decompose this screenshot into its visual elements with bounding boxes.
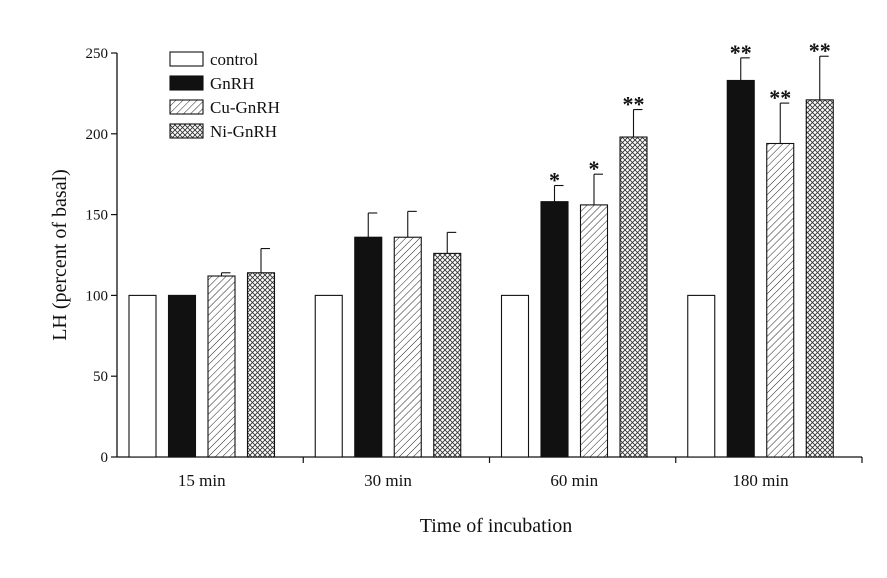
- bar: [500, 294, 530, 458]
- bar: [540, 201, 569, 458]
- significance-label: **: [730, 40, 752, 65]
- bar: [128, 294, 157, 458]
- legend-swatch: [169, 99, 204, 115]
- bar: [619, 136, 648, 458]
- x-tick-label: 180 min: [732, 471, 789, 490]
- legend-label: Cu-GnRH: [210, 98, 280, 117]
- legend-label: control: [210, 50, 258, 69]
- bar: [687, 294, 716, 458]
- y-axis-title: LH (percent of basal): [49, 169, 71, 341]
- bar: [433, 252, 462, 458]
- y-tick-label: 50: [93, 369, 108, 385]
- significance-label: **: [809, 38, 831, 63]
- x-tick-label: 30 min: [364, 471, 412, 490]
- bar: [805, 99, 834, 458]
- legend-swatch: [169, 51, 204, 67]
- significance-label: **: [769, 85, 791, 110]
- bar: [246, 272, 276, 458]
- y-tick-label: 0: [101, 450, 109, 466]
- y-tick-label: 100: [86, 288, 109, 304]
- bar: [354, 236, 383, 458]
- x-axis-title: Time of incubation: [420, 515, 573, 537]
- x-tick-label: 60 min: [550, 471, 598, 490]
- bar: [167, 294, 197, 458]
- bar: [579, 204, 609, 458]
- bar: [207, 275, 236, 458]
- x-tick-label: 15 min: [178, 471, 226, 490]
- y-tick-label: 200: [86, 127, 109, 143]
- significance-label: *: [589, 156, 600, 181]
- y-tick-label: 150: [86, 208, 109, 224]
- legend-label: GnRH: [210, 74, 254, 93]
- y-tick-label: 250: [86, 46, 109, 62]
- significance-label: *: [549, 168, 560, 193]
- legend-swatch: [169, 75, 204, 91]
- bar: [766, 142, 795, 458]
- legend-swatch: [169, 123, 204, 139]
- bar: [726, 79, 755, 458]
- plot-area: 0 50 100 150 200 250 Time of incubation LH (per…: [49, 38, 863, 537]
- significance-label: **: [623, 92, 645, 117]
- legend-label: Ni-GnRH: [210, 122, 277, 141]
- bar: [393, 236, 422, 458]
- bar: [314, 294, 343, 458]
